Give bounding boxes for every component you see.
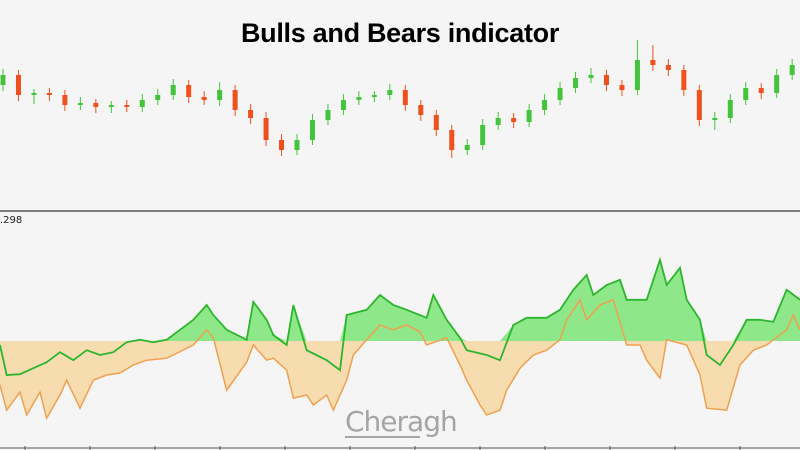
candle-body [603, 75, 609, 85]
candle-body [774, 75, 780, 93]
price-candles [0, 40, 795, 158]
candle-body [0, 75, 6, 85]
candle-body [309, 120, 315, 140]
watermark-underline [345, 436, 420, 438]
candle-body [588, 75, 594, 78]
candle-body [573, 78, 579, 88]
candle-body [526, 110, 532, 122]
bulls-bears-panel [0, 256, 800, 421]
candle-body [557, 88, 563, 100]
candle-body [31, 93, 37, 95]
candle-body [325, 110, 331, 120]
candle-body [201, 97, 207, 100]
candle-body [248, 110, 254, 118]
candle-body [634, 60, 640, 90]
candle-body [155, 95, 161, 100]
candle-body [727, 100, 733, 118]
candle-body [619, 85, 625, 90]
candle-body [108, 105, 114, 107]
candle-body [62, 95, 68, 105]
candle-body [371, 95, 377, 97]
candle-body [758, 88, 764, 93]
candle-body [232, 90, 238, 110]
candle-body [93, 103, 99, 107]
bulls-line [0, 256, 800, 376]
time-axis-ticks [24, 446, 741, 450]
candle-body [712, 118, 718, 120]
candle-body [542, 100, 548, 110]
candle-body [294, 140, 300, 150]
candle-body [433, 115, 439, 130]
candle-body [464, 145, 470, 150]
candle-body [789, 65, 795, 75]
candle-body [217, 90, 223, 100]
candle-body [77, 103, 83, 105]
candle-body [263, 118, 269, 140]
candle-body [139, 100, 145, 107]
candle-body [15, 75, 21, 95]
candle-body [681, 70, 687, 90]
candle-body [495, 118, 501, 125]
candle-body [46, 93, 52, 95]
watermark-logo: Cheragh [345, 405, 458, 438]
chart-title: Bulls and Bears indicator [240, 18, 560, 48]
bears-line [0, 298, 800, 421]
candle-body [340, 100, 346, 110]
candle-body [480, 125, 486, 145]
candle-body [402, 90, 408, 105]
bulls-area [0, 259, 800, 341]
candle-body [170, 85, 176, 95]
candle-body [665, 65, 671, 70]
candle-body [186, 85, 192, 97]
candle-body [650, 60, 656, 65]
candle-body [356, 97, 362, 100]
candle-body [696, 90, 702, 120]
candle-body [418, 105, 424, 115]
candle-body [124, 105, 130, 107]
candle-body [449, 130, 455, 150]
candle-body [387, 90, 393, 95]
candle-body [279, 140, 285, 150]
candle-body [743, 88, 749, 100]
candle-body [511, 118, 517, 122]
indicator-scale-label: .298 [0, 215, 23, 226]
